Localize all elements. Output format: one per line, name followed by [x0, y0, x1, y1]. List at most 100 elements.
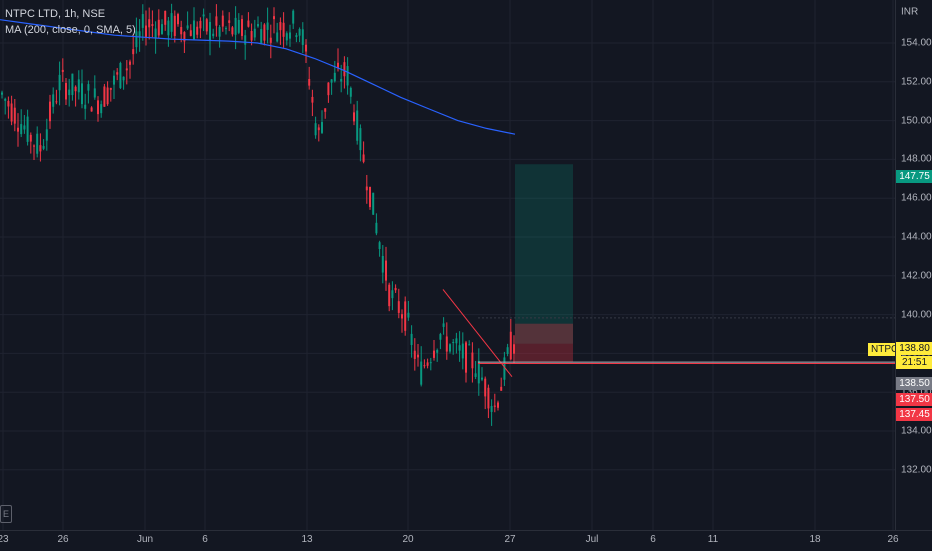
candle-body — [129, 61, 131, 65]
candle-body — [407, 312, 410, 318]
candle-body — [369, 186, 371, 208]
candle-body — [221, 15, 224, 27]
candle-body — [170, 13, 173, 32]
candle-body — [436, 349, 439, 353]
tradingview-logo-icon[interactable]: E — [0, 505, 12, 523]
time-axis[interactable]: 23 26 Jun 6 13 20 27 Jul 6 11 18 26 — [0, 530, 932, 551]
candle-body — [23, 125, 26, 130]
candle-body — [10, 103, 13, 122]
candle-body — [125, 68, 128, 71]
last-price-badge: 138.80 — [896, 342, 932, 355]
candle-body — [196, 26, 199, 35]
candle-body — [231, 27, 234, 35]
candle-body — [4, 98, 7, 101]
candle-body — [343, 62, 346, 77]
candle-body — [455, 338, 458, 344]
candle-body — [225, 28, 227, 30]
candle-body — [349, 87, 352, 97]
price-tick-label: 144.00 — [901, 231, 932, 243]
candle-body — [449, 344, 451, 352]
candle-body — [359, 128, 362, 151]
candle-body — [321, 122, 323, 133]
candle-body — [381, 255, 384, 273]
candle-body — [500, 386, 503, 391]
candle-body — [327, 82, 330, 96]
candle-body — [65, 83, 67, 100]
candle-body — [471, 352, 474, 369]
candle-body — [458, 345, 461, 351]
candle-body — [20, 124, 23, 135]
candle-body — [353, 112, 355, 122]
candle-body — [394, 287, 397, 291]
candle-body — [365, 186, 368, 191]
candle-body — [52, 94, 55, 107]
candle-body — [445, 336, 448, 352]
candle-body — [279, 22, 282, 31]
candle-body — [13, 107, 16, 124]
candle-body — [484, 378, 487, 397]
candle-body — [413, 350, 416, 359]
candle-body — [241, 19, 243, 36]
candle-body — [513, 344, 515, 354]
candle-body — [45, 129, 48, 141]
price-badge: 147.75 — [896, 170, 932, 183]
candle-body — [113, 75, 115, 85]
candle-body — [26, 116, 29, 142]
price-tick-label: 134.00 — [901, 425, 932, 437]
chart-canvas[interactable]: NTPC LTD, 1h, NSE MA (200, close, 0, SMA… — [0, 0, 902, 530]
price-axis[interactable]: INR 154.00 152.00 150.00 148.00 146.00 144.00… — [895, 0, 932, 530]
candle-body — [423, 365, 426, 367]
indicator-title: MA (200, close, 0, SMA, 5) — [5, 24, 136, 36]
price-chart[interactable] — [0, 0, 895, 530]
candle-body — [433, 350, 435, 358]
price-tick-label: 152.00 — [901, 76, 932, 88]
candle-body — [122, 76, 125, 81]
time-tick-label: 20 — [402, 534, 414, 545]
candle-body — [490, 406, 493, 412]
candle-body — [257, 24, 259, 27]
candle-body — [317, 127, 320, 131]
price-badge: 137.45 — [896, 408, 932, 421]
candle-body — [234, 17, 237, 35]
time-tick-label: 13 — [301, 534, 313, 545]
candle-body — [154, 28, 157, 39]
target-zone — [515, 164, 573, 344]
candle-body — [237, 19, 240, 33]
candle-body — [282, 22, 285, 37]
candle-body — [68, 89, 71, 96]
candle-body — [116, 72, 119, 75]
candle-body — [58, 74, 61, 91]
time-tick-label: Jun — [136, 534, 154, 545]
candle-body — [266, 22, 269, 30]
candle-body — [301, 29, 304, 45]
candle-body — [250, 31, 253, 41]
candle-body — [55, 101, 58, 103]
symbol-legend[interactable]: NTPC LTD, 1h, NSE — [5, 8, 105, 20]
candle-body — [161, 24, 163, 35]
indicator-legend[interactable]: MA (200, close, 0, SMA, 5) — [5, 24, 136, 36]
candle-body — [461, 343, 464, 359]
candle-body — [375, 222, 378, 234]
candle-body — [145, 25, 147, 37]
candle-body — [135, 31, 138, 48]
candle-body — [378, 242, 381, 250]
price-tick-label: 136.00 — [901, 387, 932, 398]
time-tick-label: 11 — [707, 534, 719, 545]
time-tick-label: 26 — [57, 534, 69, 545]
candle-body — [148, 19, 151, 28]
time-tick-label: 23 — [0, 534, 9, 545]
candle-body — [84, 104, 87, 109]
candle-body — [468, 344, 471, 346]
candle-body — [151, 24, 154, 26]
candle-body — [426, 362, 429, 366]
candle-body — [81, 83, 83, 105]
candle-body — [183, 32, 186, 42]
price-tick-label: 146.00 — [901, 192, 932, 204]
candle-body — [36, 133, 39, 154]
candle-body — [106, 87, 109, 105]
candle-body — [253, 28, 256, 38]
price-badge: 137.50 — [896, 393, 932, 406]
symbol-title: NTPC LTD, 1h, NSE — [5, 8, 106, 20]
candle-body — [324, 108, 327, 112]
candle-body — [465, 342, 467, 373]
